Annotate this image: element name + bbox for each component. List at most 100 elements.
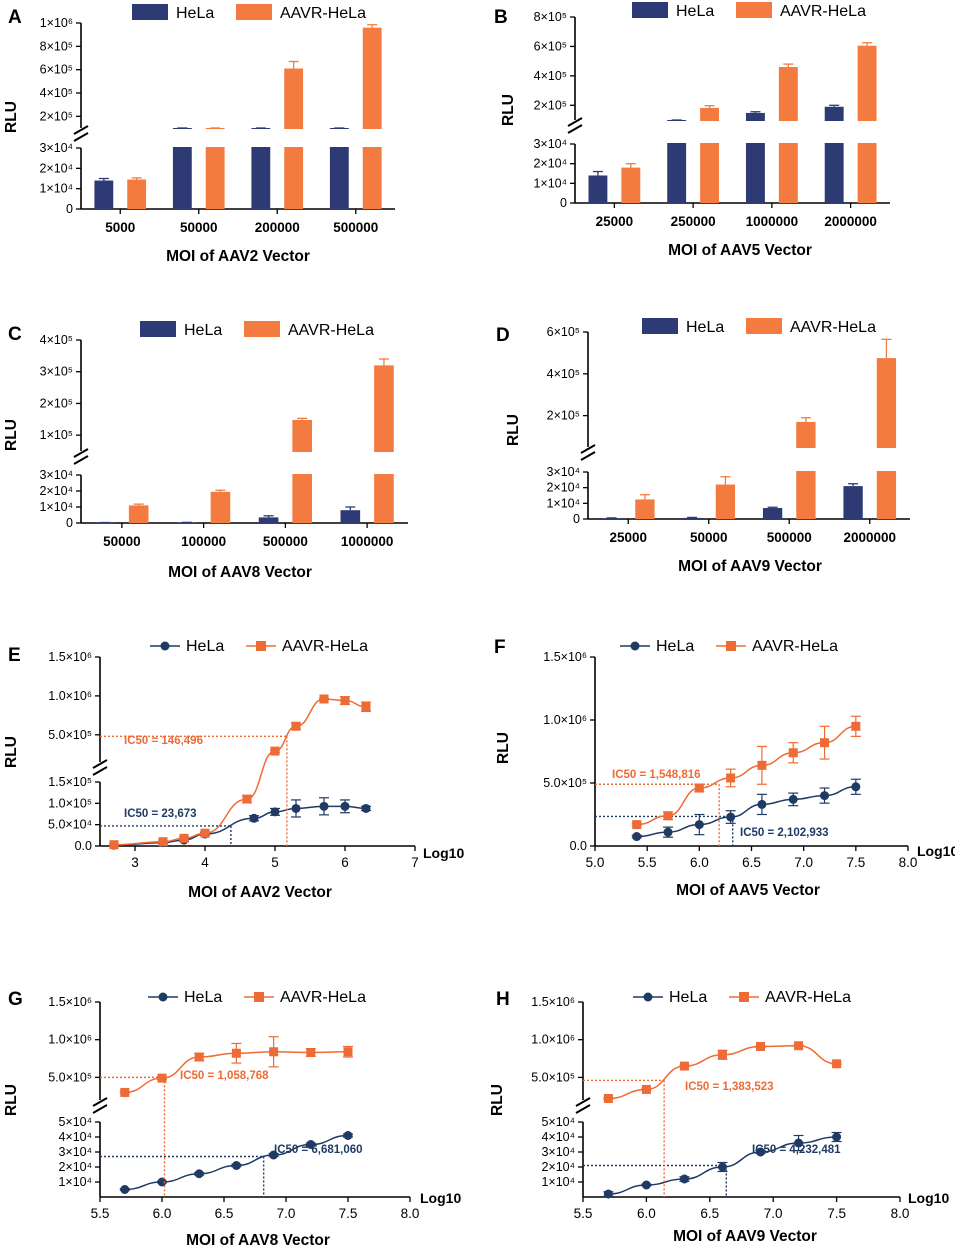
- legend-aavr-label: AAVR-HeLa: [280, 989, 366, 1006]
- y-tick-label: 5.0×10⁵: [48, 728, 92, 742]
- bar-break-gap: [204, 129, 226, 147]
- x-tick-label: 5: [271, 855, 279, 870]
- x-tick-label: 500000: [333, 220, 378, 235]
- point-aavr: [231, 1048, 241, 1058]
- panel-letter: B: [494, 7, 508, 28]
- y-axis-label: RLU: [3, 101, 20, 133]
- panel-F: F 0.0 5.0×10⁵ 1.0×10⁶ 1.5×10⁶ 5.0 5.5 6.0 6.5 7.0…: [494, 637, 955, 899]
- y-tick-label: 4×10⁴: [58, 1130, 92, 1144]
- y-tick-label: 5.0×10⁴: [48, 818, 92, 832]
- point-aavr: [641, 1084, 651, 1094]
- legend-hela-marker: [630, 641, 640, 651]
- y-tick-label: 1×10⁴: [39, 182, 73, 196]
- bar-break-gap: [283, 129, 305, 147]
- point-aavr: [200, 828, 210, 838]
- point-hela: [120, 1185, 130, 1194]
- point-hela: [361, 803, 371, 813]
- y-axis-label: RLU: [489, 1084, 506, 1116]
- y-tick-label: 4×10⁵: [40, 333, 73, 347]
- point-hela: [757, 799, 767, 809]
- y-tick-label: 3×10⁴: [58, 1145, 92, 1159]
- y-tick-label: 0: [66, 202, 73, 216]
- y-tick-label: 5.0×10⁵: [48, 1070, 92, 1084]
- y-tick-label: 1.0×10⁶: [543, 713, 587, 727]
- point-aavr: [757, 760, 767, 770]
- y-tick-label: 5.0×10⁵: [543, 776, 587, 790]
- axis-break-mark: [575, 1097, 591, 1107]
- x-tick-label: 5.5: [91, 1206, 110, 1221]
- bar-hela: [340, 510, 361, 523]
- x-tick-label: 3: [131, 855, 139, 870]
- panel-letter: H: [496, 989, 510, 1010]
- point-aavr: [794, 1041, 804, 1051]
- x-tick-label: 6.0: [690, 855, 709, 870]
- y-tick-label: 0: [66, 516, 73, 530]
- point-hela: [788, 794, 798, 804]
- y-tick-label: 6×10⁵: [534, 39, 567, 53]
- x-axis-label: MOI of AAV9 Vector: [678, 558, 822, 575]
- point-hela: [157, 1177, 167, 1187]
- bar-break-gap: [777, 121, 799, 143]
- panel-letter: F: [494, 637, 506, 658]
- legend: HeLa AAVR-HeLa: [633, 989, 851, 1006]
- legend-hela-label: HeLa: [686, 319, 724, 336]
- bar-break-gap: [744, 121, 766, 143]
- point-aavr: [269, 1047, 279, 1057]
- x-tick-label: 50000: [103, 534, 141, 549]
- y-tick-label: 1.5×10⁶: [48, 650, 92, 664]
- x-axis-label: MOI of AAV8 Vector: [168, 564, 312, 581]
- x-tick-label: 6.5: [700, 1206, 719, 1221]
- bar-hela: [843, 486, 863, 519]
- axis-break-mark: [580, 451, 596, 461]
- y-tick-label: 3×10⁴: [39, 141, 73, 155]
- x-tick-label: 7: [411, 855, 419, 870]
- point-aavr: [726, 773, 736, 783]
- x-tick-label: 8.0: [401, 1206, 420, 1221]
- panel-letter: E: [8, 645, 21, 666]
- y-tick-label: 1×10⁴: [541, 1175, 575, 1189]
- y-tick-label: 3×10⁴: [546, 465, 580, 479]
- bar-hela: [762, 508, 783, 519]
- legend: HeLa AAVR-HeLa: [642, 318, 876, 336]
- legend-hela-label: HeLa: [186, 638, 224, 655]
- x-unit-label: Log10: [423, 845, 464, 861]
- y-axis-label: RLU: [3, 736, 20, 768]
- point-aavr: [291, 721, 301, 731]
- axis-break-mark: [567, 117, 583, 127]
- x-tick-label: 6.5: [742, 855, 761, 870]
- y-axis-label: RLU: [3, 1084, 20, 1116]
- legend-aavr-swatch: [244, 321, 280, 337]
- y-tick-label: 3×10⁵: [40, 365, 73, 379]
- point-aavr: [756, 1041, 766, 1051]
- x-tick-label: 7.5: [339, 1206, 358, 1221]
- axis-break-mark: [73, 125, 89, 135]
- legend-hela-label: HeLa: [656, 638, 694, 655]
- point-aavr: [832, 1059, 842, 1069]
- axis-break-mark: [575, 1104, 591, 1114]
- point-hela: [603, 1189, 613, 1199]
- bar-break-gap: [666, 121, 688, 143]
- legend-hela-label: HeLa: [184, 989, 222, 1006]
- y-tick-label: 1×10⁴: [533, 176, 567, 190]
- bar-hela: [172, 128, 192, 209]
- point-hela: [194, 1169, 204, 1179]
- bar-aavr: [127, 179, 147, 209]
- legend-aavr-label: AAVR-HeLa: [280, 5, 366, 22]
- point-aavr: [158, 837, 168, 847]
- legend-hela-swatch: [140, 321, 176, 337]
- point-aavr: [109, 840, 119, 850]
- y-tick-label: 3×10⁴: [541, 1145, 575, 1159]
- bar-aavr: [635, 499, 655, 519]
- y-tick-label: 2×10⁴: [58, 1160, 92, 1174]
- ic50-label-aavr: IC50 = 146,496: [124, 735, 203, 747]
- y-axis-label: RLU: [495, 732, 512, 764]
- point-hela: [269, 1150, 279, 1160]
- x-axis-label: MOI of AAV5 Vector: [668, 242, 812, 259]
- x-unit-label: Log10: [908, 1190, 949, 1206]
- x-tick-label: 1000000: [341, 534, 394, 549]
- point-hela: [306, 1140, 316, 1149]
- ic50-label-aavr: IC50 = 1,058,768: [180, 1070, 269, 1082]
- point-hela: [851, 782, 861, 792]
- legend: HeLa AAVR-HeLa: [148, 989, 366, 1006]
- point-aavr: [157, 1073, 167, 1083]
